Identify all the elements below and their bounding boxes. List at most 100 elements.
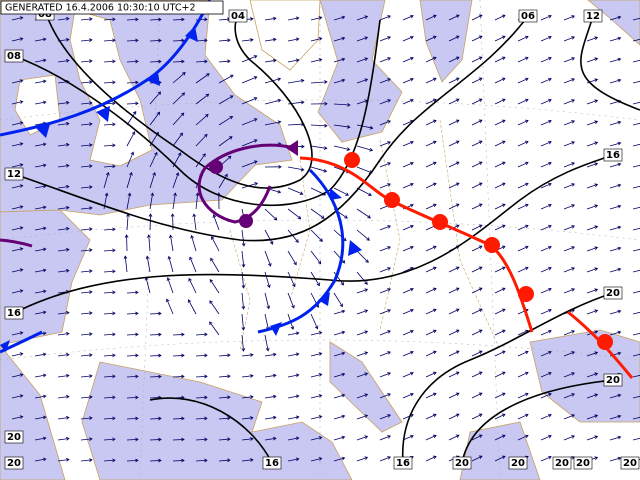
wind-arrow-head — [501, 56, 506, 60]
wind-arrow — [264, 250, 272, 267]
wind-arrow-head — [478, 161, 483, 165]
wind-arrow-head — [524, 182, 529, 187]
wind-arrow — [494, 329, 506, 336]
wind-arrow-head — [182, 72, 186, 76]
wind-arrow — [494, 56, 506, 63]
wind-arrow-head — [19, 331, 24, 335]
wind-arrow — [425, 15, 437, 21]
wind-arrow-head — [42, 247, 47, 252]
wind-arrow-head — [478, 434, 483, 438]
wind-arrow-head — [455, 140, 460, 144]
wind-arrow — [517, 204, 529, 210]
wind-arrow — [379, 267, 391, 273]
wind-arrow-head — [19, 226, 24, 230]
wind-arrow-head — [42, 79, 47, 84]
wind-arrow-head — [314, 325, 319, 330]
wind-arrow-head — [250, 353, 254, 357]
wind-arrow-head — [323, 146, 328, 150]
wind-arrow — [402, 183, 414, 189]
wind-arrow-head — [387, 309, 391, 313]
wind-arrow-head — [548, 455, 552, 460]
wind-arrow — [333, 79, 345, 84]
wind-arrow-head — [455, 371, 460, 375]
wind-arrow — [168, 256, 174, 273]
wind-arrow — [124, 256, 128, 273]
wind-arrow — [80, 333, 92, 336]
wind-arrow-head — [455, 413, 460, 417]
wind-arrow-head — [432, 455, 437, 460]
wind-arrow — [563, 330, 575, 336]
label-box — [262, 456, 282, 470]
wind-arrow — [195, 193, 199, 210]
wind-arrow — [586, 184, 598, 189]
wind-arrow — [402, 99, 414, 105]
wind-arrow-head — [269, 241, 274, 245]
wind-arrow — [494, 392, 506, 399]
wind-arrow-head — [112, 353, 116, 358]
wind-arrow-head — [112, 122, 116, 127]
wind-arrow-head — [617, 204, 622, 209]
wind-arrow — [586, 205, 598, 210]
wind-arrow — [310, 37, 322, 42]
wind-arrow-head — [112, 59, 116, 64]
wind-arrow — [148, 235, 151, 252]
wind-arrow — [241, 354, 253, 357]
wind-arrow-head — [277, 98, 282, 103]
wind-arrow-head — [42, 373, 47, 378]
label-box — [583, 9, 603, 23]
wind-arrow — [540, 204, 552, 210]
wind-arrow — [264, 121, 281, 126]
wind-arrow-head — [318, 436, 323, 440]
wind-arrow-head — [316, 282, 320, 287]
wind-arrow-head — [295, 239, 299, 243]
wind-arrow — [632, 122, 640, 126]
wind-arrow — [448, 392, 460, 399]
wind-arrow — [632, 101, 640, 105]
wind-arrow-head — [387, 78, 391, 82]
wind-arrow-head — [478, 350, 483, 354]
wind-arrow — [563, 246, 575, 252]
wind-arrow-head — [65, 16, 70, 21]
wind-arrow — [356, 271, 368, 285]
wind-arrow-head — [501, 413, 506, 417]
wind-arrow — [379, 393, 391, 399]
wind-arrow — [471, 56, 483, 63]
wind-arrow-head — [410, 203, 414, 208]
wind-arrow-head — [571, 246, 575, 250]
wind-arrow-head — [89, 269, 93, 273]
wind-arrow-head — [341, 15, 346, 20]
wind-arrow — [287, 229, 299, 243]
wind-arrow-head — [65, 394, 70, 399]
wind-arrow — [103, 60, 115, 63]
wind-arrow-head — [187, 299, 192, 303]
wind-arrow-head — [524, 77, 529, 82]
wind-arrow-head — [167, 255, 172, 260]
wind-arrow — [264, 374, 276, 378]
wind-arrow-head — [324, 80, 328, 84]
wind-arrow-head — [89, 353, 93, 357]
wind-arrow-head — [227, 155, 232, 160]
wind-arrow-head — [501, 140, 506, 144]
wind-arrow — [57, 60, 69, 63]
wind-arrow — [540, 393, 552, 399]
wind-arrow-head — [478, 413, 483, 417]
wind-arrow-head — [501, 392, 506, 396]
wind-arrow-head — [272, 58, 277, 63]
wind-arrow — [57, 312, 69, 315]
wind-arrow-head — [181, 416, 185, 421]
wind-arrow-head — [478, 455, 483, 459]
wind-arrow-head — [387, 120, 391, 124]
wind-arrow-head — [387, 99, 391, 103]
wind-arrow-head — [367, 214, 371, 219]
wind-arrow-head — [594, 309, 599, 313]
wind-arrow-head — [204, 374, 208, 379]
wind-arrow — [103, 312, 115, 315]
wind-arrow-head — [478, 224, 483, 228]
wind-arrow-head — [135, 290, 139, 295]
wind-arrow — [172, 92, 185, 105]
wind-arrow-head — [594, 99, 599, 103]
wind-arrow — [264, 38, 276, 42]
wind-arrow — [218, 18, 230, 21]
wind-arrow — [333, 271, 344, 286]
wind-arrow — [632, 206, 640, 210]
